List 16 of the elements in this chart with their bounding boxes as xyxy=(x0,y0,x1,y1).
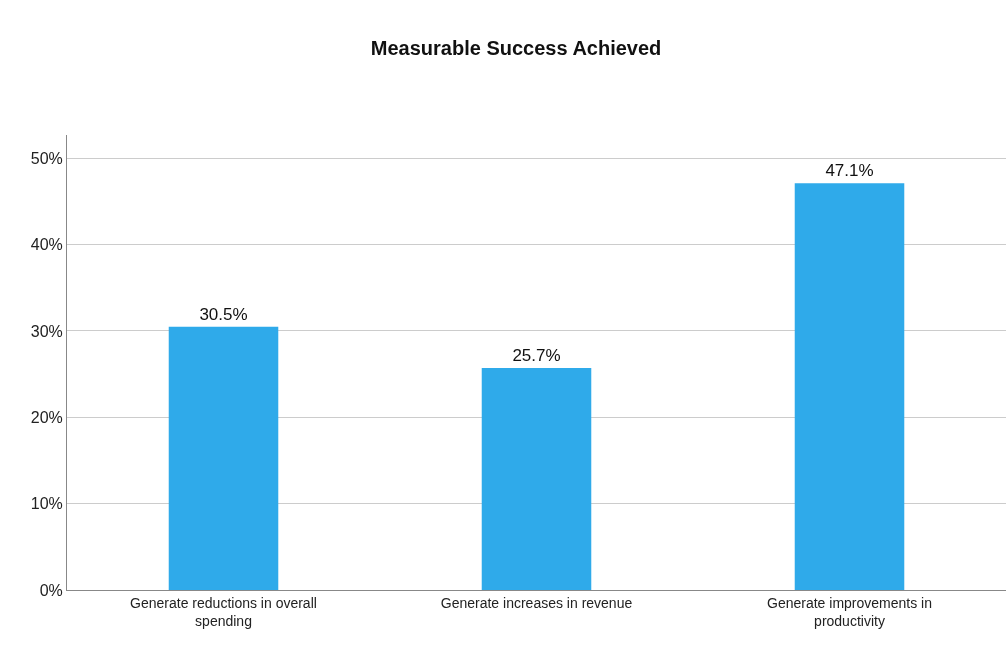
bar xyxy=(794,183,905,590)
x-tick-label: Generate reductions in overall spending xyxy=(130,594,317,629)
data-label: 30.5% xyxy=(199,304,248,324)
y-tick-label: 20% xyxy=(30,408,63,426)
chart-title: Measurable Success Achieved xyxy=(370,37,662,60)
y-tick-label: 30% xyxy=(30,322,63,340)
y-tick-label: 0% xyxy=(39,581,63,599)
data-label: 47.1% xyxy=(825,161,874,181)
bar xyxy=(168,326,279,590)
x-tick-label: Generate improvements in productivity xyxy=(767,594,932,629)
y-tick-label: 50% xyxy=(30,149,63,167)
bar xyxy=(481,368,592,590)
x-tick-label: Generate increases in revenue xyxy=(440,594,633,611)
y-tick-label: 40% xyxy=(30,236,63,254)
y-tick-label: 10% xyxy=(30,495,63,513)
data-label: 25.7% xyxy=(512,346,561,366)
